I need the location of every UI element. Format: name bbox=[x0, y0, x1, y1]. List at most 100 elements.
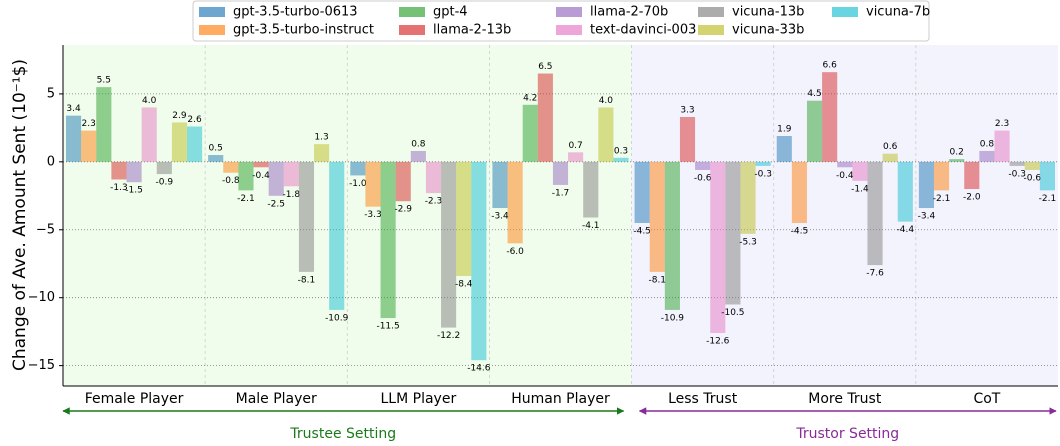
bar bbox=[410, 150, 426, 162]
value-label: -12.2 bbox=[437, 331, 460, 341]
value-label: -7.6 bbox=[866, 269, 884, 279]
value-label: -2.1 bbox=[933, 194, 951, 204]
bar bbox=[425, 161, 442, 194]
value-label: -0.4 bbox=[252, 171, 270, 181]
bar bbox=[537, 73, 553, 162]
bar bbox=[81, 130, 97, 162]
value-label: -4.1 bbox=[582, 221, 600, 231]
bar bbox=[695, 161, 711, 170]
value-label: -0.9 bbox=[156, 178, 174, 188]
legend-label: gpt-3.5-turbo-instruct bbox=[233, 23, 374, 38]
value-label: -2.5 bbox=[267, 199, 285, 209]
bar bbox=[187, 126, 203, 162]
bar bbox=[933, 161, 950, 191]
value-label: -1.8 bbox=[283, 190, 301, 200]
bar bbox=[867, 161, 883, 266]
value-label: -14.6 bbox=[467, 364, 491, 374]
value-label: -4.5 bbox=[791, 226, 809, 236]
bar bbox=[441, 161, 457, 328]
bar bbox=[456, 161, 472, 276]
legend-swatch bbox=[832, 7, 858, 17]
bar bbox=[806, 100, 823, 162]
value-label: -3.3 bbox=[364, 210, 382, 220]
bar bbox=[1024, 161, 1040, 170]
value-label: 2.9 bbox=[172, 111, 187, 121]
bar bbox=[314, 144, 330, 162]
value-label: -10.5 bbox=[721, 308, 744, 318]
value-label: -1.7 bbox=[552, 188, 570, 198]
bar bbox=[126, 161, 142, 183]
bar bbox=[471, 161, 487, 361]
value-label: 5.5 bbox=[97, 76, 111, 86]
bar bbox=[507, 161, 523, 244]
x-tick-label: Male Player bbox=[236, 391, 317, 407]
legend-label: text-davinci-003 bbox=[590, 23, 696, 38]
value-label: 3.4 bbox=[66, 104, 81, 114]
bar bbox=[96, 87, 112, 162]
legend-label: vicuna-13b bbox=[732, 5, 804, 20]
value-label: 2.3 bbox=[82, 119, 96, 129]
bar bbox=[949, 159, 965, 162]
bar bbox=[822, 72, 838, 162]
value-label: 2.6 bbox=[187, 115, 202, 125]
value-label: 4.5 bbox=[807, 89, 821, 99]
legend-swatch bbox=[698, 25, 724, 35]
legend-swatch bbox=[399, 7, 425, 17]
bar bbox=[1039, 161, 1055, 191]
value-label: -0.4 bbox=[836, 171, 854, 181]
bar bbox=[979, 150, 995, 162]
bar bbox=[223, 161, 239, 173]
legend-swatch bbox=[556, 25, 582, 35]
value-label: -1.3 bbox=[110, 183, 128, 193]
legend-swatch bbox=[199, 25, 225, 35]
value-label: 0.8 bbox=[980, 139, 995, 149]
bar bbox=[208, 155, 224, 162]
value-label: -5.3 bbox=[739, 237, 757, 247]
value-label: -1.0 bbox=[349, 179, 367, 189]
value-label: 2.3 bbox=[995, 119, 1009, 129]
bar bbox=[329, 161, 345, 310]
bar bbox=[298, 161, 315, 272]
bar bbox=[725, 161, 741, 305]
value-label: -0.6 bbox=[1024, 173, 1042, 183]
value-label: -10.9 bbox=[325, 313, 349, 323]
value-label: -1.4 bbox=[851, 184, 869, 194]
bar bbox=[791, 161, 807, 223]
value-label: -0.6 bbox=[694, 173, 712, 183]
x-tick-label: Female Player bbox=[85, 391, 184, 407]
y-tick-label: −10 bbox=[28, 290, 55, 305]
value-label: -4.5 bbox=[633, 226, 651, 236]
value-label: -8.1 bbox=[298, 275, 316, 285]
value-label: 0.8 bbox=[411, 139, 426, 149]
bar bbox=[350, 161, 366, 176]
value-label: -1.5 bbox=[125, 186, 143, 196]
y-tick-label: −15 bbox=[28, 358, 55, 373]
bar bbox=[897, 161, 913, 222]
value-label: -6.0 bbox=[506, 247, 524, 257]
legend-label: llama-2-70b bbox=[590, 5, 668, 20]
value-label: -10.9 bbox=[661, 313, 685, 323]
value-label: -3.4 bbox=[491, 212, 509, 222]
bar bbox=[492, 161, 508, 209]
legend-swatch bbox=[556, 7, 582, 17]
bar bbox=[755, 161, 771, 166]
y-axis-label: Change of Ave. Amount Sent (10⁻¹$) bbox=[10, 59, 30, 371]
trustor-background bbox=[631, 45, 1058, 386]
value-label: 4.0 bbox=[142, 96, 157, 106]
y-tick-label: −5 bbox=[36, 222, 55, 237]
value-label: -2.0 bbox=[963, 193, 981, 203]
value-label: -2.1 bbox=[237, 194, 255, 204]
bar bbox=[253, 161, 269, 168]
bar bbox=[994, 130, 1010, 162]
bar bbox=[964, 161, 980, 190]
bar bbox=[283, 161, 299, 187]
value-label: 0.7 bbox=[568, 141, 582, 151]
value-label: 6.5 bbox=[538, 62, 552, 72]
value-label: -4.4 bbox=[897, 225, 915, 235]
bar bbox=[776, 136, 792, 162]
value-label: -2.1 bbox=[1039, 194, 1057, 204]
x-tick-label: More Trust bbox=[808, 391, 882, 407]
bar bbox=[649, 161, 665, 272]
value-label: -2.9 bbox=[394, 205, 412, 215]
